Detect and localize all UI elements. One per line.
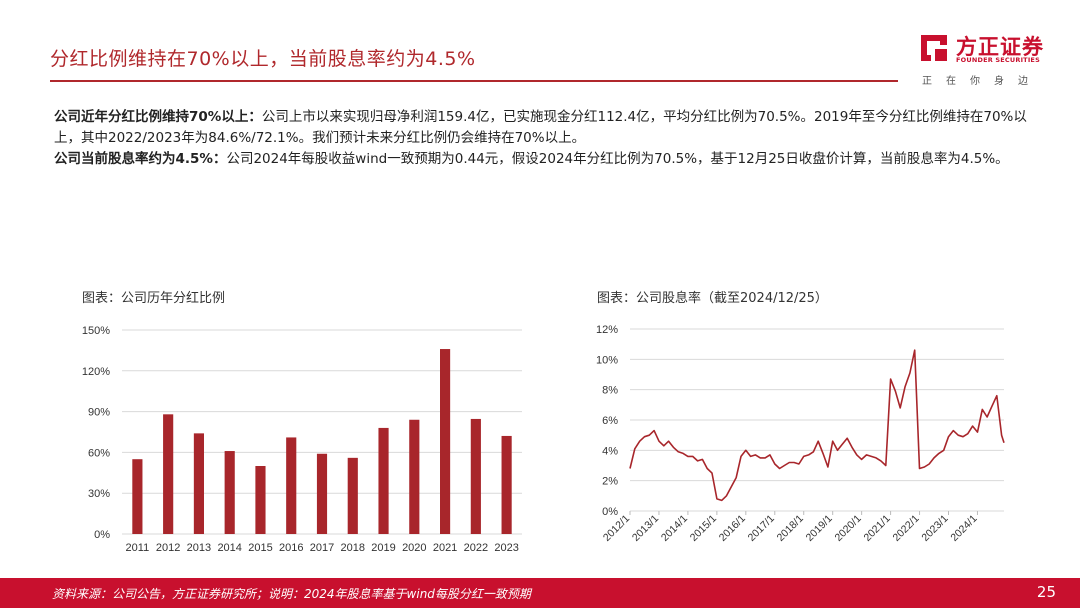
- x-tick-label: 2013: [187, 542, 211, 554]
- paragraph-dividend-ratio: 公司近年分红比例维持70%以上：公司上市以来实现归母净利润159.4亿，已实施现…: [54, 107, 1044, 149]
- bar: [286, 437, 297, 534]
- founder-logo-icon: [921, 35, 947, 61]
- paragraph-heading: 公司近年分红比例维持70%以上：: [54, 109, 262, 125]
- summary-text: 公司近年分红比例维持70%以上：公司上市以来实现归母净利润159.4亿，已实施现…: [54, 107, 1044, 170]
- x-tick-label: 2022: [464, 542, 488, 554]
- x-tick-label: 2023: [494, 542, 518, 554]
- logo-slogan: 正在你身边: [922, 76, 1042, 87]
- x-tick-label: 2021: [433, 542, 457, 554]
- bar: [470, 418, 481, 534]
- x-tick-label: 2013/1: [630, 513, 661, 544]
- bar: [440, 349, 451, 534]
- bar: [193, 433, 204, 534]
- x-tick-label: 2014/1: [659, 513, 690, 544]
- source-note: 资料来源：公司公告，方正证券研究所；说明：2024年股息率基于wind每股分红一…: [52, 587, 531, 601]
- bar-chart-title: 图表：公司历年分红比例: [82, 291, 226, 306]
- logo-name-en: FOUNDER SECURITIES: [956, 56, 1040, 64]
- y-tick-label: 10%: [596, 354, 618, 366]
- paragraph-body: 公司2024年每股收益wind一致预期为0.44元，假设2024年分红比例为70…: [226, 151, 1009, 167]
- y-tick-label: 60%: [88, 447, 110, 459]
- x-tick-label: 2011: [126, 542, 150, 554]
- x-tick-label: 2016/1: [717, 513, 748, 544]
- x-tick-label: 2023/1: [919, 513, 950, 544]
- title-divider: [50, 80, 898, 82]
- logo-name-cn: 方正证券: [956, 35, 1044, 59]
- paragraph-dividend-yield: 公司当前股息率约为4.5%：公司2024年每股收益wind一致预期为0.44元，…: [54, 149, 1044, 170]
- line-chart-title: 图表：公司股息率（截至2024/12/25）: [597, 291, 828, 306]
- y-tick-label: 4%: [602, 445, 618, 457]
- dividend-yield-series-line: [629, 349, 1005, 502]
- bar: [501, 435, 512, 534]
- x-tick-label: 2016: [279, 542, 303, 554]
- paragraph-heading: 公司当前股息率约为4.5%：: [54, 151, 227, 167]
- x-tick-label: 2019: [371, 542, 395, 554]
- y-tick-label: 0%: [94, 529, 110, 541]
- y-tick-label: 8%: [602, 385, 618, 397]
- y-tick-label: 6%: [602, 415, 618, 427]
- y-tick-label: 30%: [88, 488, 110, 500]
- bar: [378, 427, 389, 534]
- x-tick-label: 2018: [341, 542, 365, 554]
- paragraph-body: 公司上市以来实现归母净利润159.4亿，已实施现金分红112.4亿，平均分红比例…: [54, 109, 1027, 146]
- footer-bar: 资料来源：公司公告，方正证券研究所；说明：2024年股息率基于wind每股分红一…: [0, 578, 1080, 608]
- bar: [224, 451, 235, 534]
- x-tick-label: 2021/1: [862, 513, 893, 544]
- x-tick-label: 2012: [156, 542, 180, 554]
- dividend-payout-bar-chart: 0% 30% 60% 90% 120% 150% 2011 2012 2013 2014 2015 2…: [82, 325, 522, 554]
- y-tick-label: 2%: [602, 476, 618, 488]
- y-tick-label: 90%: [88, 407, 110, 419]
- bar: [347, 457, 358, 534]
- dividend-yield-line-chart: 0%2%4%6%8%10%12%2012/12013/12014/12015/1…: [596, 324, 1005, 544]
- bar: [132, 459, 143, 534]
- brand-logo: 方正证券 FOUNDER SECURITIES 正在你身边: [918, 30, 1058, 90]
- y-tick-label: 12%: [596, 324, 618, 336]
- x-tick-label: 2022/1: [890, 513, 921, 544]
- x-tick-label: 2024/1: [948, 513, 979, 544]
- page-title: 分红比例维持在70%以上，当前股息率约为4.5%: [50, 48, 476, 70]
- x-tick-label: 2014: [217, 542, 241, 554]
- x-tick-label: 2015/1: [688, 513, 719, 544]
- x-tick-label: 2018/1: [775, 513, 806, 544]
- x-tick-label: 2019/1: [804, 513, 835, 544]
- bar: [316, 453, 328, 534]
- page-number: 25: [1036, 583, 1056, 601]
- y-tick-label: 120%: [82, 366, 110, 378]
- bar: [409, 419, 420, 534]
- x-tick-label: 2015: [248, 542, 272, 554]
- x-tick-label: 2020: [402, 542, 426, 554]
- bar: [255, 466, 266, 534]
- x-tick-label: 2017/1: [746, 513, 777, 544]
- y-tick-label: 0%: [602, 506, 618, 518]
- x-tick-label: 2020/1: [833, 513, 864, 544]
- bar: [163, 414, 174, 534]
- x-tick-label: 2017: [310, 542, 334, 554]
- y-tick-label: 150%: [82, 325, 110, 337]
